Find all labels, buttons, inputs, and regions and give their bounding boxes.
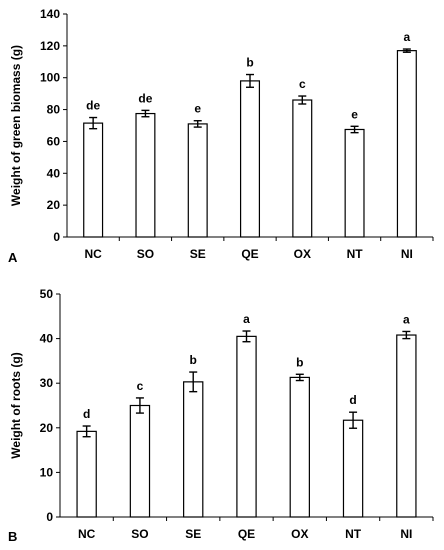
chart-b-x-tick-label: NI xyxy=(400,527,412,541)
chart-b-x-tick-label: NC xyxy=(78,527,96,541)
chart-a-y-tick-label: 20 xyxy=(47,198,61,212)
chart-b-x-tick-label: OX xyxy=(291,527,308,541)
chart-a-significance-letter: e xyxy=(351,107,358,121)
chart-a-y-tick-label: 100 xyxy=(40,71,60,85)
chart-a-x-tick-label: QE xyxy=(241,247,258,261)
chart-a-bar xyxy=(292,99,313,238)
chart-b-y-tick-label: 20 xyxy=(40,421,54,435)
chart-b-panel-label: B xyxy=(8,529,17,544)
chart-b-y-tick-label: 30 xyxy=(40,376,54,390)
chart-a-panel-label: A xyxy=(8,250,18,265)
chart-a-significance-letter: a xyxy=(404,30,411,44)
chart-a-y-tick-label: 120 xyxy=(40,39,60,53)
chart-a-bar xyxy=(344,128,365,238)
chart-a-y-tick-label: 80 xyxy=(47,103,61,117)
chart-a-x-tick-label: NI xyxy=(401,247,413,261)
chart-a-y-tick-label: 60 xyxy=(47,134,61,148)
chart-a-bar xyxy=(396,50,417,238)
chart-b-significance-letter: b xyxy=(296,355,303,369)
chart-b-x-tick-label: NT xyxy=(345,527,362,541)
chart-a-significance-letter: c xyxy=(299,77,306,91)
chart-a-bar xyxy=(239,80,261,238)
chart-a-bar xyxy=(135,112,156,238)
chart-a-x-tick-label: OX xyxy=(294,247,311,261)
chart-a-x-tick-label: SE xyxy=(190,247,206,261)
chart-a-y-tick-label: 40 xyxy=(47,166,61,180)
chart-b-x-tick-label: QE xyxy=(238,527,255,541)
chart-b-bar xyxy=(342,419,364,518)
chart-a-x-tick-label: SO xyxy=(137,247,154,261)
chart-b-bar xyxy=(183,381,204,518)
chart-a-y-tick-label: 140 xyxy=(40,7,60,21)
chart-a-significance-letter: de xyxy=(138,91,152,105)
chart-b-y-tick-label: 10 xyxy=(40,465,54,479)
chart-b-significance-letter: b xyxy=(190,353,197,367)
chart-b-bar xyxy=(396,334,417,518)
chart-a-significance-letter: b xyxy=(246,56,253,70)
chart-b-bar xyxy=(289,376,310,518)
chart-b-x-tick-label: SO xyxy=(131,527,148,541)
chart-a-bar xyxy=(83,122,104,238)
chart-b-x-tick-label: SE xyxy=(185,527,201,541)
chart-b-bar xyxy=(236,335,257,518)
chart-b-significance-letter: a xyxy=(243,312,250,326)
chart-b-significance-letter: d xyxy=(83,407,90,421)
chart-b-y-tick-label: 50 xyxy=(40,287,54,301)
chart-a-significance-letter: e xyxy=(194,102,201,116)
chart-b-y-tick-label: 0 xyxy=(46,510,53,524)
chart-b-y-axis-label: Weight of roots (g) xyxy=(9,352,23,458)
chart-a-significance-letter: de xyxy=(86,99,100,113)
chart-b-bar xyxy=(129,404,151,518)
chart-b-significance-letter: a xyxy=(403,312,410,326)
chart-b-y-tick-label: 40 xyxy=(40,332,54,346)
chart-b-significance-letter: d xyxy=(349,393,356,407)
chart-a-bar xyxy=(187,123,208,238)
chart-b-bar xyxy=(76,430,97,518)
chart-a-x-tick-label: NC xyxy=(84,247,102,261)
chart-a-y-axis-label: Weight of green biomass (g) xyxy=(9,45,23,206)
chart-b-significance-letter: c xyxy=(137,379,144,393)
chart-a-y-tick-label: 0 xyxy=(53,230,60,244)
chart-a-x-tick-label: NT xyxy=(347,247,364,261)
